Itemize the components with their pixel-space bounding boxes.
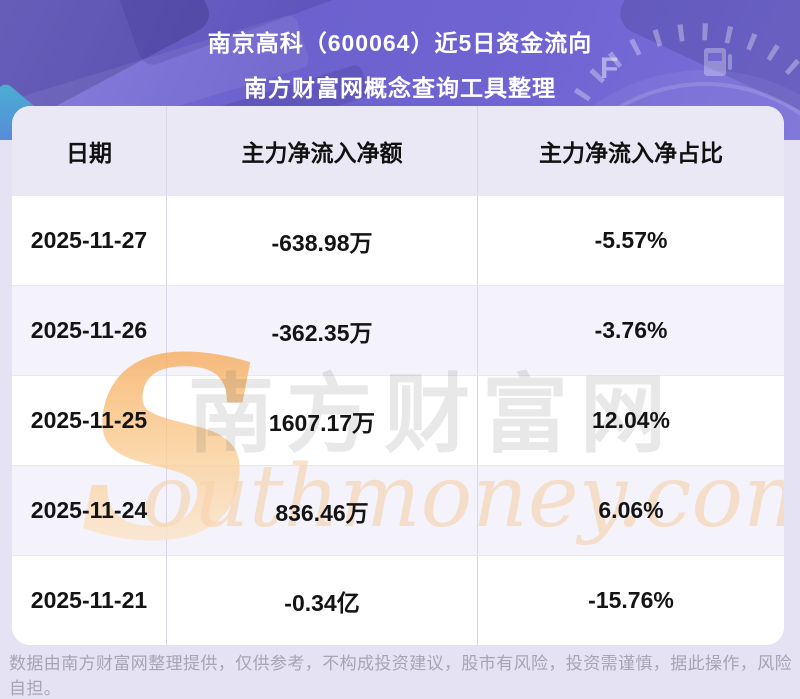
amount-cell: -362.35万 <box>166 286 477 375</box>
pct-cell: -5.57% <box>477 196 784 285</box>
table-header-row: 日期 主力净流入净额 主力净流入净占比 <box>12 106 784 195</box>
column-header-net-inflow-pct: 主力净流入净占比 <box>477 106 784 195</box>
amount-cell: -0.34亿 <box>166 556 477 645</box>
pct-cell: -3.76% <box>477 286 784 375</box>
table-row: 2025-11-24 836.46万 6.06% <box>12 465 784 555</box>
amount-cell: 836.46万 <box>166 466 477 555</box>
fund-flow-table: S 南方财富网 outhmoney.com 日期 主力净流入净额 主力净流入净占… <box>12 106 784 645</box>
amount-cell: -638.98万 <box>166 196 477 285</box>
pct-cell: 12.04% <box>477 376 784 465</box>
table-row: 2025-11-25 1607.17万 12.04% <box>12 375 784 465</box>
column-header-date: 日期 <box>66 139 112 166</box>
disclaimer-text: 数据由南方财富网整理提供，仅供参考，不构成投资建议，股市有风险，投资需谨慎，据此… <box>9 654 792 698</box>
page-subtitle: 南方财富网概念查询工具整理 <box>244 75 556 101</box>
pct-cell: -15.76% <box>477 556 784 645</box>
date-cell: 2025-11-24 <box>30 497 148 523</box>
date-cell: 2025-11-21 <box>30 587 148 613</box>
date-cell: 2025-11-25 <box>30 407 148 433</box>
date-cell: 2025-11-27 <box>30 227 148 253</box>
page-title: 南京高科（600064）近5日资金流向 <box>207 30 593 56</box>
table-row: 2025-11-26 -362.35万 -3.76% <box>12 285 784 375</box>
table-row: 2025-11-21 -0.34亿 -15.76% <box>12 555 784 645</box>
table-row: 2025-11-27 -638.98万 -5.57% <box>12 195 784 285</box>
svg-text:F: F <box>600 52 618 85</box>
pct-cell: 6.06% <box>477 466 784 555</box>
date-cell: 2025-11-26 <box>30 317 148 343</box>
column-header-net-inflow: 主力净流入净额 <box>166 106 477 195</box>
page-title-block: 南京高科（600064）近5日资金流向 南方财富网概念查询工具整理 <box>0 0 800 103</box>
amount-cell: 1607.17万 <box>166 376 477 465</box>
